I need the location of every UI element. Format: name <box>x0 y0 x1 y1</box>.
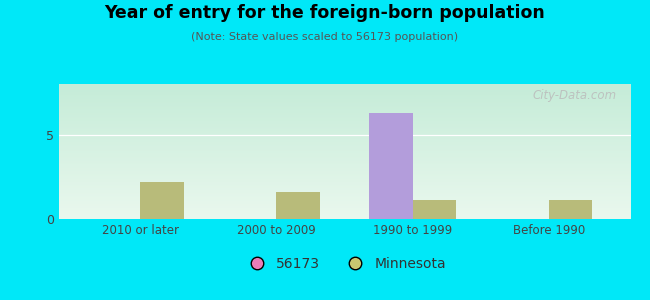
Bar <box>413 200 456 219</box>
Bar <box>140 182 184 219</box>
Legend: 56173, Minnesota: 56173, Minnesota <box>237 252 452 277</box>
Bar <box>549 200 592 219</box>
Text: (Note: State values scaled to 56173 population): (Note: State values scaled to 56173 popu… <box>192 32 458 41</box>
Text: City-Data.com: City-Data.com <box>532 89 616 102</box>
Bar <box>369 113 413 219</box>
Bar <box>276 192 320 219</box>
Text: Year of entry for the foreign-born population: Year of entry for the foreign-born popul… <box>105 4 545 22</box>
